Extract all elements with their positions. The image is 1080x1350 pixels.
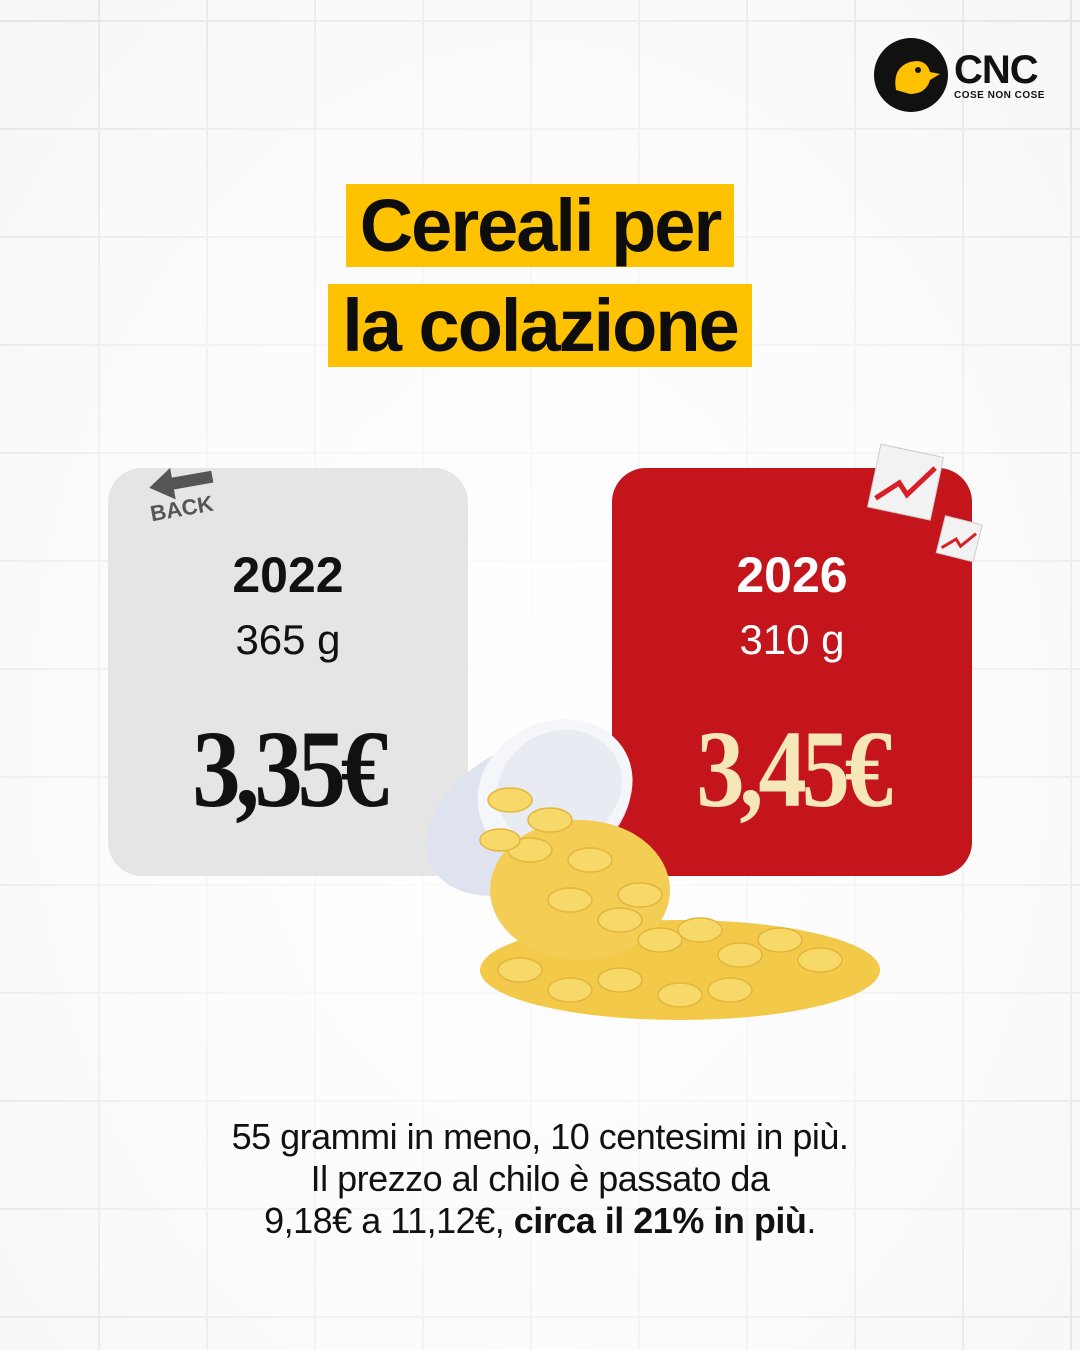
weight: 365 g xyxy=(235,616,341,663)
price: 3,45€ xyxy=(696,708,893,830)
caption: 55 grammi in meno, 10 centesimi in più. … xyxy=(0,1116,1080,1242)
card-old: BACK 2022 365 g 3,35€ xyxy=(108,467,468,876)
back-arrow xyxy=(149,467,214,500)
title-line: Cereali per xyxy=(345,184,735,267)
caption-highlight: circa il 21% in più xyxy=(513,1200,807,1241)
logo-tagline: COSE NON COSE xyxy=(954,89,1045,101)
year: 2022 xyxy=(232,547,344,603)
caption-line: Il prezzo al chilo è passato da xyxy=(310,1158,770,1199)
caption-text: 9,18€ a 11,12€, xyxy=(264,1200,514,1241)
logo-icon xyxy=(874,38,948,112)
year: 2026 xyxy=(736,547,848,603)
title-line: la colazione xyxy=(328,284,752,367)
card-new: 2026 310 g 3,45€ xyxy=(612,468,972,876)
chart-icon xyxy=(867,443,983,563)
title: Cereali per la colazione xyxy=(0,176,1080,376)
caption-line: 55 grammi in meno, 10 centesimi in più. xyxy=(231,1116,849,1157)
logo-name: CNC xyxy=(954,47,1039,92)
price: 3,35€ xyxy=(192,708,389,830)
weight: 310 g xyxy=(739,616,845,663)
caption-line: 9,18€ a 11,12€, circa il 21% in più. xyxy=(0,1200,1080,1242)
caption-text: . xyxy=(806,1200,816,1241)
cereal-bowl xyxy=(426,719,880,1020)
logo: CNC COSE NON COSE xyxy=(874,38,1045,112)
